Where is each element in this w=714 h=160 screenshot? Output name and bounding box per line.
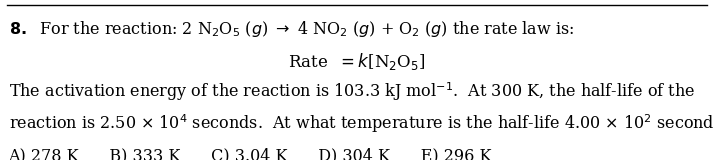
- Text: $\mathbf{8.}$  For the reaction: 2 N$_2$O$_5$ ($g$) $\rightarrow$ 4 NO$_2$ ($g$): $\mathbf{8.}$ For the reaction: 2 N$_2$O…: [9, 19, 574, 39]
- Text: Rate  $= k$[N$_2$O$_5$]: Rate $= k$[N$_2$O$_5$]: [288, 51, 426, 72]
- Text: The activation energy of the reaction is 103.3 kJ mol$^{-1}$.  At 300 K, the hal: The activation energy of the reaction is…: [9, 80, 695, 103]
- Text: reaction is 2.50 $\times$ 10$^4$ seconds.  At what temperature is the half-life : reaction is 2.50 $\times$ 10$^4$ seconds…: [9, 112, 714, 135]
- Text: A) 278 K      B) 333 K      C) 3.04 K      D) 304 K      E) 296 K: A) 278 K B) 333 K C) 3.04 K D) 304 K E) …: [9, 147, 492, 160]
